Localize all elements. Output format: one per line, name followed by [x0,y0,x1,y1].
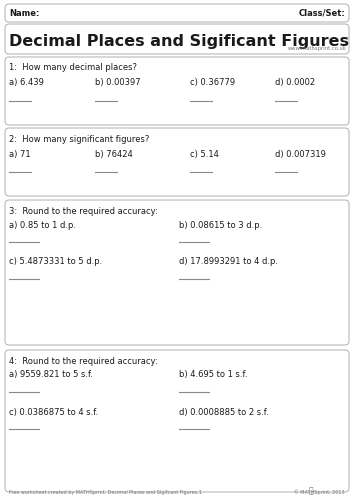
Text: b) 4.695 to 1 s.f.: b) 4.695 to 1 s.f. [179,370,247,380]
Text: Free worksheet created by MATHSprint. Decimal Places and Sigifcant Figures:1: Free worksheet created by MATHSprint. De… [9,490,202,495]
Text: c) 5.4873331 to 5 d.p.: c) 5.4873331 to 5 d.p. [9,258,102,266]
Text: Decimal Places and Sigificant Figures: Decimal Places and Sigificant Figures [9,34,349,49]
FancyBboxPatch shape [5,128,349,196]
Text: d) 17.8993291 to 4 d.p.: d) 17.8993291 to 4 d.p. [179,258,278,266]
Text: a) 6.439: a) 6.439 [9,78,44,88]
Text: b) 76424: b) 76424 [95,150,133,158]
Text: b) 0.08615 to 3 d.p.: b) 0.08615 to 3 d.p. [179,220,262,230]
Text: d) 0.007319: d) 0.007319 [275,150,326,158]
Text: c) 5.14: c) 5.14 [190,150,219,158]
FancyBboxPatch shape [5,57,349,125]
Text: www.mathsprint.co.uk: www.mathsprint.co.uk [288,46,347,51]
FancyBboxPatch shape [5,200,349,345]
Text: 3:  Round to the required accuracy:: 3: Round to the required accuracy: [9,206,158,216]
Text: © MATHSprint, 2013: © MATHSprint, 2013 [295,490,345,495]
Text: ⎙: ⎙ [309,486,314,495]
Text: d) 0.0002: d) 0.0002 [275,78,315,88]
Text: 2:  How many significant figures?: 2: How many significant figures? [9,134,149,143]
Text: c) 0.36779: c) 0.36779 [190,78,235,88]
FancyBboxPatch shape [5,24,349,54]
Text: a) 9559.821 to 5 s.f.: a) 9559.821 to 5 s.f. [9,370,93,380]
FancyBboxPatch shape [5,350,349,492]
Text: a) 0.85 to 1 d.p.: a) 0.85 to 1 d.p. [9,220,76,230]
Text: Class/Set:: Class/Set: [298,8,345,18]
Text: c) 0.0386875 to 4 s.f.: c) 0.0386875 to 4 s.f. [9,408,98,416]
Text: b) 0.00397: b) 0.00397 [95,78,141,88]
Text: 1:  How many decimal places?: 1: How many decimal places? [9,64,137,72]
Text: a) 71: a) 71 [9,150,31,158]
Text: 4:  Round to the required accuracy:: 4: Round to the required accuracy: [9,356,158,366]
FancyBboxPatch shape [5,4,349,22]
Text: Name:: Name: [9,8,39,18]
Text: d) 0.0008885 to 2 s.f.: d) 0.0008885 to 2 s.f. [179,408,269,416]
